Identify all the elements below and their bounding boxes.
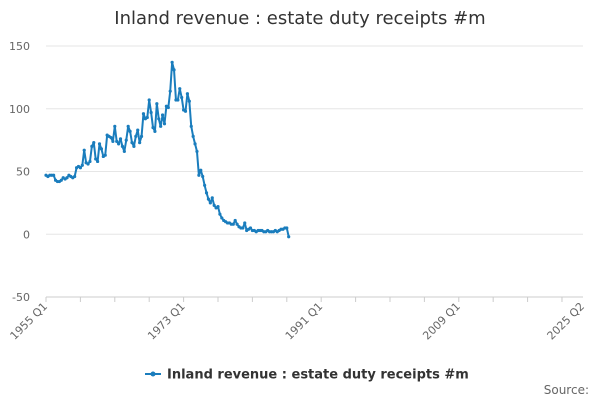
data-point	[145, 115, 149, 120]
data-point	[166, 105, 170, 110]
data-point	[73, 174, 77, 179]
data-point	[138, 141, 142, 145]
data-point	[132, 144, 136, 148]
chart-title: Inland revenue : estate duty receipts #m	[114, 8, 485, 29]
data-point	[220, 216, 224, 220]
data-point	[180, 95, 184, 100]
data-point	[94, 157, 98, 161]
data-point	[287, 235, 291, 239]
data-point	[191, 134, 195, 138]
data-point	[78, 166, 82, 170]
data-point	[157, 117, 161, 121]
gridlines	[46, 45, 583, 235]
data-point	[99, 147, 104, 151]
data-point	[195, 149, 199, 154]
data-point	[197, 173, 201, 177]
data-point	[109, 136, 113, 140]
data-point	[134, 134, 138, 138]
legend[interactable]: Inland revenue : estate duty receipts #m	[145, 368, 469, 383]
data-point	[235, 222, 239, 226]
data-point	[216, 205, 220, 209]
y-tick-label: 150	[9, 40, 30, 53]
x-tick-label: 2009 Q1	[420, 300, 463, 343]
data-point	[141, 112, 146, 116]
data-point	[160, 113, 165, 117]
data-point	[103, 153, 107, 157]
data-point	[115, 139, 119, 143]
data-point	[65, 176, 69, 180]
data-point	[199, 168, 203, 172]
data-point	[86, 162, 90, 166]
data-point	[153, 129, 157, 133]
data-point	[90, 144, 94, 148]
data-point	[111, 139, 115, 143]
data-point	[136, 128, 140, 132]
data-point	[139, 134, 144, 138]
data-point	[80, 163, 84, 167]
data-point	[187, 99, 191, 103]
data-point	[170, 60, 174, 64]
data-point	[233, 218, 237, 223]
data-point	[88, 159, 92, 164]
series-group	[44, 60, 291, 239]
x-tick-label: 1991 Q1	[283, 300, 326, 343]
data-point	[118, 137, 123, 141]
data-point	[113, 124, 117, 128]
data-point	[168, 89, 172, 93]
legend-label: Inland revenue : estate duty receipts #m	[167, 368, 469, 383]
data-point	[201, 174, 205, 179]
data-point	[178, 87, 182, 91]
data-point	[212, 203, 216, 207]
data-point	[149, 110, 153, 115]
source-label: Source:	[544, 383, 589, 397]
data-point	[147, 98, 151, 102]
data-point	[120, 144, 125, 148]
x-tick-label: 1973 Q1	[145, 300, 188, 343]
data-point	[117, 142, 121, 146]
data-point	[285, 226, 289, 230]
y-tick-label: 100	[9, 103, 30, 116]
data-point	[204, 191, 209, 195]
x-tick-label: 1955 Q1	[8, 300, 51, 343]
data-point	[124, 138, 128, 142]
data-point	[231, 222, 235, 226]
data-point	[189, 124, 193, 128]
data-point	[206, 197, 211, 201]
y-tick-label: 50	[16, 166, 30, 179]
data-point	[96, 159, 100, 164]
data-point	[130, 141, 134, 145]
data-point	[248, 226, 253, 230]
data-point	[59, 178, 63, 182]
data-point	[92, 141, 96, 145]
y-tick-label: -50	[12, 291, 30, 304]
legend-point-marker	[150, 371, 156, 377]
data-point	[172, 68, 176, 72]
data-point	[151, 125, 155, 130]
data-point	[97, 142, 102, 146]
data-point	[243, 221, 247, 225]
data-point	[122, 149, 126, 154]
data-point	[210, 196, 214, 200]
data-point	[183, 109, 188, 113]
data-point	[128, 129, 132, 133]
data-point	[126, 124, 130, 128]
x-tick-label: 2025 Q2	[545, 300, 588, 343]
data-point	[241, 226, 245, 230]
data-point	[162, 122, 167, 126]
y-axis: 150 100 50 0 -50	[9, 40, 30, 304]
data-point	[82, 148, 86, 152]
y-tick-label: 0	[23, 228, 30, 241]
data-point	[193, 142, 197, 146]
data-point	[218, 212, 222, 216]
x-axis: 1955 Q1 1973 Q1 1991 Q1 2009 Q1 2025 Q2	[8, 296, 588, 343]
data-point	[203, 183, 207, 187]
data-point	[185, 92, 190, 96]
data-point	[52, 173, 56, 177]
data-point	[176, 98, 180, 102]
data-point	[155, 102, 159, 106]
series-line	[45, 61, 290, 237]
data-point	[159, 124, 163, 128]
data-point	[208, 201, 212, 205]
